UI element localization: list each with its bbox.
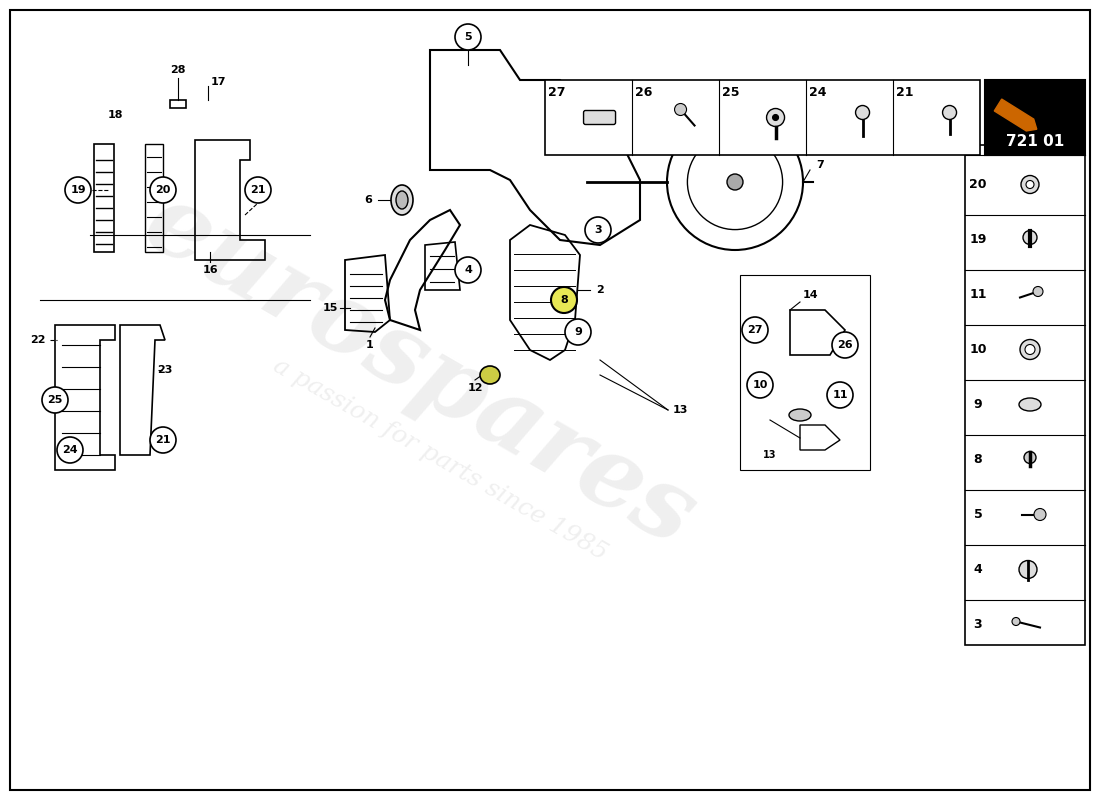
- Text: 10: 10: [752, 380, 768, 390]
- Circle shape: [1024, 451, 1036, 463]
- Circle shape: [65, 177, 91, 203]
- Circle shape: [772, 114, 779, 121]
- Circle shape: [767, 109, 784, 126]
- Circle shape: [674, 103, 686, 115]
- Circle shape: [827, 382, 853, 408]
- Ellipse shape: [396, 191, 408, 209]
- Text: 26: 26: [837, 340, 852, 350]
- Circle shape: [1033, 286, 1043, 297]
- Circle shape: [565, 319, 591, 345]
- Text: 2: 2: [596, 285, 604, 295]
- Text: 21: 21: [896, 86, 914, 98]
- Circle shape: [245, 177, 271, 203]
- Text: 14: 14: [802, 290, 817, 300]
- Text: 15: 15: [322, 303, 338, 313]
- Text: 26: 26: [636, 86, 652, 98]
- Text: 28: 28: [170, 65, 186, 75]
- Circle shape: [742, 317, 768, 343]
- Text: a passion for parts since 1985: a passion for parts since 1985: [268, 354, 612, 566]
- Text: 4: 4: [464, 265, 472, 275]
- Text: 20: 20: [155, 185, 170, 195]
- Bar: [965, 145, 1085, 645]
- Ellipse shape: [480, 366, 501, 384]
- Circle shape: [585, 217, 611, 243]
- Bar: [984, 80, 1085, 155]
- Text: 9: 9: [974, 398, 982, 411]
- Text: 16: 16: [202, 265, 218, 275]
- Text: 721 01: 721 01: [1005, 134, 1064, 150]
- Text: 3: 3: [594, 225, 602, 235]
- Circle shape: [1025, 345, 1035, 354]
- Circle shape: [747, 372, 773, 398]
- Circle shape: [150, 427, 176, 453]
- Text: 25: 25: [47, 395, 63, 405]
- Circle shape: [943, 106, 957, 119]
- Circle shape: [455, 24, 481, 50]
- Circle shape: [1019, 561, 1037, 578]
- Text: 1: 1: [366, 340, 374, 350]
- Text: 27: 27: [747, 325, 762, 335]
- Text: 8: 8: [974, 453, 982, 466]
- Circle shape: [1020, 339, 1040, 359]
- Circle shape: [455, 257, 481, 283]
- Text: 11: 11: [969, 288, 987, 301]
- Circle shape: [150, 177, 176, 203]
- Bar: [94, 144, 114, 252]
- Text: 24: 24: [810, 86, 827, 98]
- Ellipse shape: [1019, 398, 1041, 411]
- Text: 23: 23: [157, 365, 173, 375]
- Bar: [145, 144, 163, 252]
- Text: 10: 10: [969, 343, 987, 356]
- Text: 17: 17: [210, 77, 225, 87]
- Text: 9: 9: [574, 327, 582, 337]
- FancyArrow shape: [994, 99, 1037, 131]
- Circle shape: [856, 106, 869, 119]
- Ellipse shape: [789, 409, 811, 421]
- Text: 21: 21: [251, 185, 266, 195]
- Text: 19: 19: [969, 233, 987, 246]
- Text: 5: 5: [464, 32, 472, 42]
- Text: 20: 20: [969, 178, 987, 191]
- Text: 5: 5: [974, 508, 982, 521]
- Text: 18: 18: [108, 110, 123, 120]
- Text: 19: 19: [70, 185, 86, 195]
- Ellipse shape: [390, 185, 412, 215]
- Text: 13: 13: [672, 405, 688, 415]
- Circle shape: [1026, 181, 1034, 189]
- Circle shape: [1034, 509, 1046, 521]
- FancyBboxPatch shape: [583, 110, 616, 125]
- Text: 22: 22: [31, 335, 46, 345]
- Text: 12: 12: [468, 383, 483, 393]
- Text: 11: 11: [833, 390, 848, 400]
- Text: 7: 7: [816, 160, 824, 170]
- Circle shape: [1021, 175, 1040, 194]
- Circle shape: [832, 332, 858, 358]
- Circle shape: [1023, 230, 1037, 245]
- Bar: [544, 80, 980, 155]
- Circle shape: [57, 437, 82, 463]
- Text: 24: 24: [63, 445, 78, 455]
- Text: eurospares: eurospares: [128, 174, 712, 566]
- Text: 13: 13: [763, 450, 777, 460]
- Text: 25: 25: [723, 86, 739, 98]
- Circle shape: [1012, 618, 1020, 626]
- Text: 8: 8: [560, 295, 568, 305]
- Text: 21: 21: [155, 435, 170, 445]
- Circle shape: [727, 174, 742, 190]
- Circle shape: [551, 287, 578, 313]
- Text: 3: 3: [974, 618, 982, 631]
- Text: 4: 4: [974, 563, 982, 576]
- Text: 27: 27: [548, 86, 565, 98]
- Circle shape: [42, 387, 68, 413]
- Bar: [740, 275, 870, 470]
- Text: 6: 6: [364, 195, 372, 205]
